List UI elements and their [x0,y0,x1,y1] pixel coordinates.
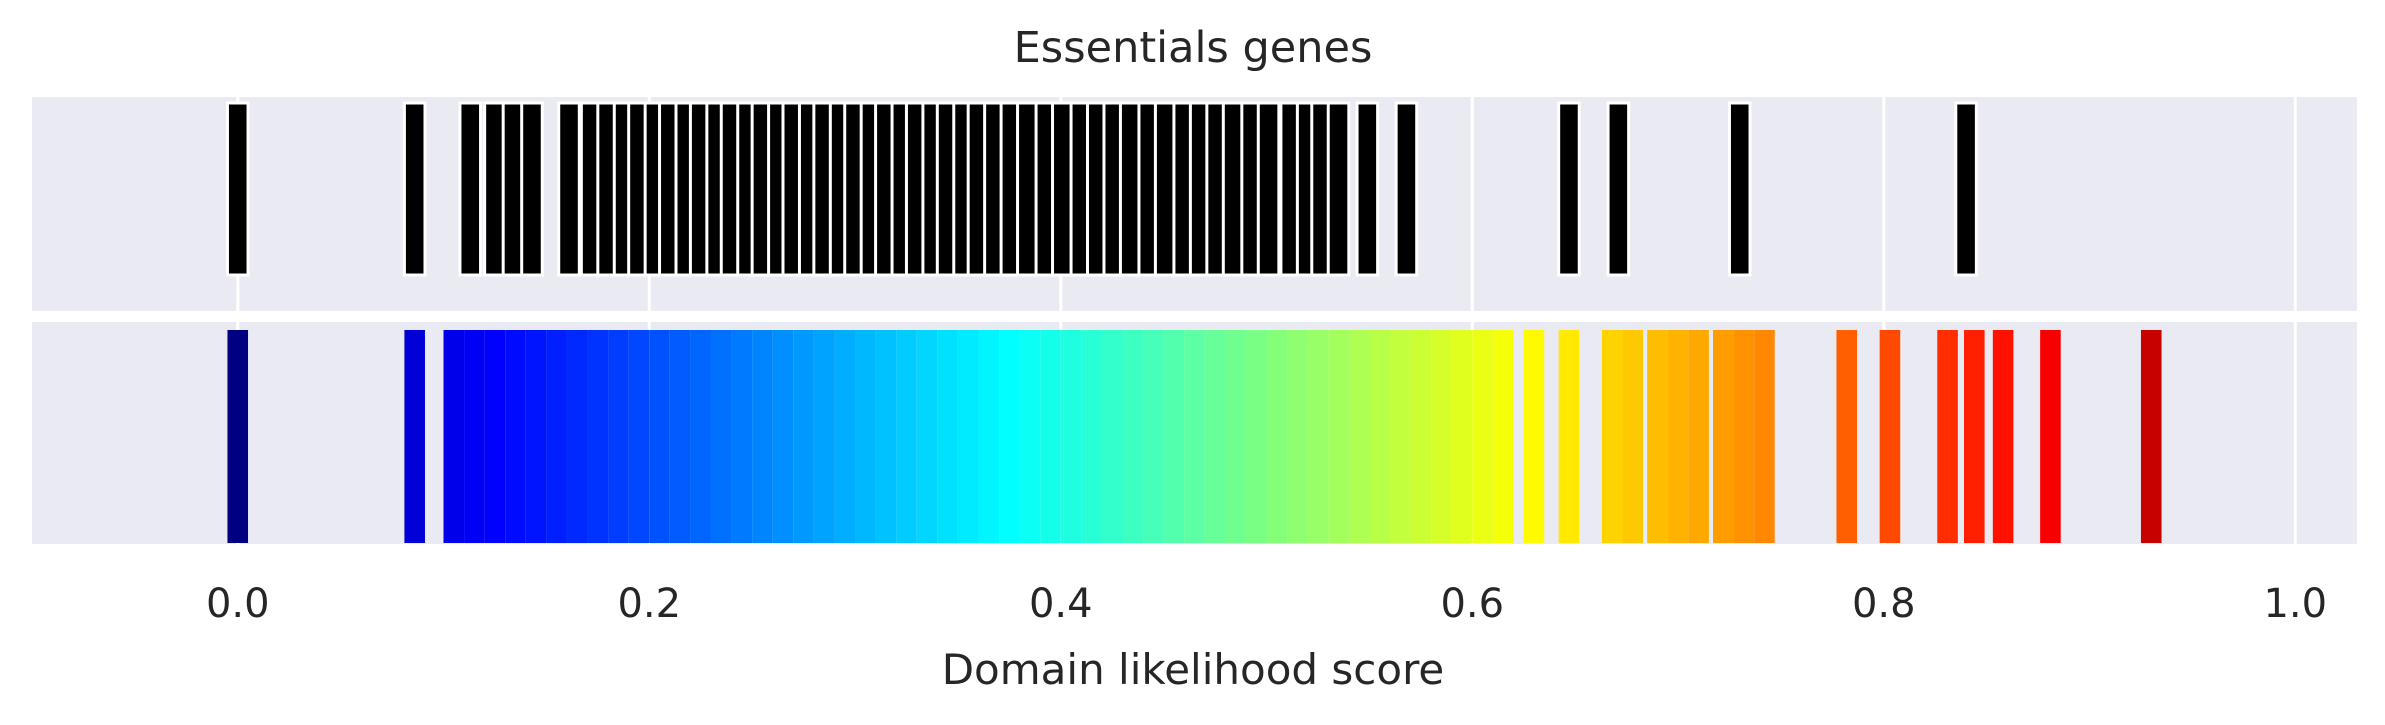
score-color-bar [2140,330,2162,543]
score-color-bar [1389,330,1411,543]
score-color-bar [443,330,465,543]
score-color-bar [546,330,567,543]
score-color-bar [875,330,897,543]
score-color-bar [525,330,547,543]
score-color-bar [1060,330,1082,543]
score-color-bar [1879,330,1901,543]
score-color-bar [999,330,1020,543]
score-color-bar [690,330,711,543]
score-color-bar [1287,330,1308,543]
score-color-bar [1225,330,1246,543]
gene-score-bar [1557,101,1581,277]
score-color-bar [1992,330,2014,543]
score-color-bar [1601,330,1623,543]
score-color-bar [1836,330,1858,543]
essential-gene-barcode [225,101,1978,277]
score-color-bar [957,330,979,543]
gene-score-bar [1606,101,1631,277]
score-color-bar [1163,330,1185,543]
score-color-bar [1122,330,1144,543]
score-color-bar [1143,330,1164,543]
score-color-bar [1081,330,1102,543]
gene-score-bar [1727,101,1752,277]
score-color-bar [1328,330,1349,543]
chart-title: Essentials genes [1014,23,1373,73]
x-axis-ticks: 0.0 0.2 0.4 0.6 0.8 1.0 [206,581,2327,627]
score-color-bar [669,330,691,543]
score-color-bar [937,330,958,543]
score-color-bar [1964,330,1985,543]
score-color-bar [1472,330,1493,543]
score-color-bar [1266,330,1288,543]
gene-score-bar [557,101,581,277]
gene-score-bar [1954,101,1978,277]
x-tick-label: 0.2 [617,581,681,627]
score-color-bar [855,330,876,543]
score-color-bar [484,330,506,543]
bottom-panel [32,322,2357,544]
gene-score-bar [1394,101,1419,277]
x-tick-label: 1.0 [2263,581,2327,627]
gene-score-bar [520,101,544,277]
score-color-bar [896,330,917,543]
x-axis-label: Domain likelihood score [942,645,1445,694]
score-color-bar [1019,330,1041,543]
score-color-bar [1204,330,1226,543]
score-colorbar [227,330,2162,543]
score-color-bar [834,330,856,543]
gene-score-bar [225,101,250,277]
score-color-bar [505,330,526,543]
score-color-bar [404,330,425,543]
gene-score-bar [1256,101,1281,277]
score-color-bar [731,330,753,543]
score-color-bar [710,330,732,543]
score-color-bar [1410,330,1432,543]
gene-score-bar [1355,101,1380,277]
score-color-bar [608,330,629,543]
score-color-bar [752,330,773,543]
score-color-bar [1431,330,1452,543]
score-color-bar [1667,330,1689,543]
score-color-bar [916,330,938,543]
score-color-bar [566,330,588,543]
gene-score-bar [458,101,483,277]
x-tick-label: 0.0 [206,581,270,627]
score-color-bar [1754,330,1775,543]
score-color-bar [227,330,249,543]
score-color-bar [628,330,650,543]
score-color-bar [1688,330,1709,543]
x-tick-label: 0.6 [1440,581,1504,627]
score-color-bar [1937,330,1958,543]
score-color-bar [813,330,835,543]
score-color-bar [1523,330,1545,543]
top-panel [32,97,2357,311]
score-color-bar [978,330,1000,543]
score-color-bar [1712,330,1734,543]
score-color-bar [1492,330,1514,543]
score-color-bar [1558,330,1580,543]
score-color-bar [587,330,609,543]
score-color-bar [1451,330,1473,543]
score-color-bar [1348,330,1370,543]
x-tick-label: 0.4 [1029,581,1093,627]
score-color-bar [1733,330,1755,543]
score-color-bar [1622,330,1644,543]
score-color-bar [649,330,670,543]
score-color-bar [1101,330,1123,543]
score-color-bar [1245,330,1267,543]
score-color-bar [1040,330,1061,543]
score-color-bar [1184,330,1205,543]
gene-score-bar [1326,101,1351,277]
score-color-bar [1307,330,1329,543]
score-color-bar [793,330,814,543]
score-color-bar [772,330,794,543]
gene-score-bar [402,101,427,277]
score-color-bar [1647,330,1668,543]
score-color-bar [464,330,485,543]
score-color-bar [1369,330,1390,543]
x-tick-label: 0.8 [1852,581,1916,627]
score-color-bar [2040,330,2061,543]
